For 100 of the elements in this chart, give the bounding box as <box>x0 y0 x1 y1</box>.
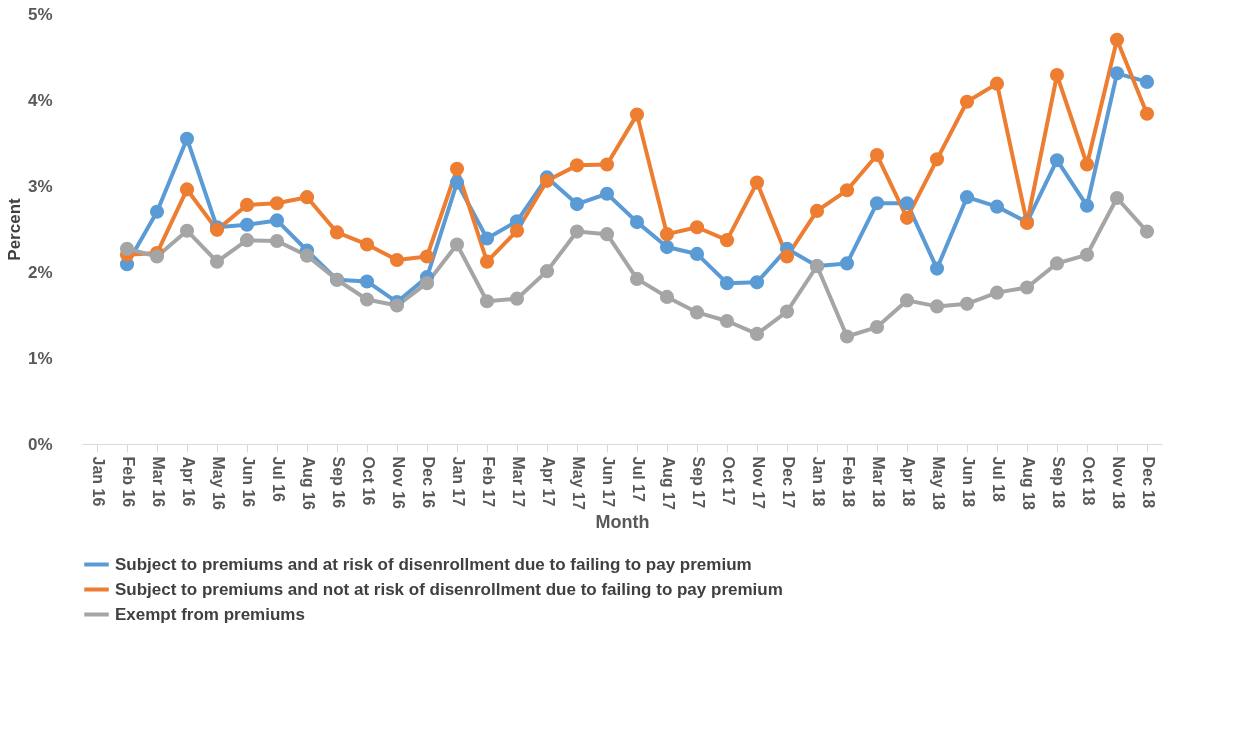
point <box>899 210 915 225</box>
point <box>239 217 255 232</box>
x-tick-label: Mar 17 <box>509 456 527 508</box>
x-tick-label: Dec 16 <box>419 456 437 509</box>
point <box>989 76 1005 91</box>
point <box>599 227 615 242</box>
point <box>839 183 855 198</box>
x-tick-label: Mar 16 <box>149 456 167 508</box>
point <box>1139 224 1155 239</box>
point <box>749 175 765 190</box>
x-tick-label: Aug 17 <box>659 456 677 510</box>
x-tick-label: Oct 18 <box>1079 456 1097 506</box>
point <box>1139 74 1155 89</box>
x-tick-label: May 17 <box>569 456 587 510</box>
point <box>689 246 705 261</box>
x-axis-title: Month <box>595 511 650 532</box>
x-tick-label: May 18 <box>929 456 947 510</box>
point <box>599 186 615 201</box>
point <box>479 294 495 309</box>
x-tick-label: Jul 16 <box>269 456 287 502</box>
y-tick-label: 1% <box>27 348 53 368</box>
point <box>239 233 255 248</box>
point <box>929 152 945 167</box>
point <box>359 292 375 307</box>
point <box>629 271 645 286</box>
point <box>1139 106 1155 121</box>
point <box>989 285 1005 300</box>
x-tick-label: Jan 18 <box>809 456 827 507</box>
point <box>809 203 825 218</box>
point <box>449 161 465 176</box>
point <box>659 240 675 255</box>
point <box>389 252 405 268</box>
point <box>629 107 645 122</box>
point <box>1049 68 1065 83</box>
x-tick-label: Sep 18 <box>1049 456 1067 509</box>
legend-label: Exempt from premiums <box>115 604 305 624</box>
y-tick-label: 0% <box>27 434 53 454</box>
point <box>1079 198 1095 213</box>
x-tick-label: Dec 17 <box>779 456 797 509</box>
y-tick-label: 2% <box>27 262 53 282</box>
point <box>749 275 765 290</box>
y-axis-title: Percent <box>4 197 24 261</box>
point <box>509 291 525 306</box>
point <box>1049 256 1065 271</box>
point <box>1019 280 1035 295</box>
x-tick-label: Jun 16 <box>239 456 257 508</box>
point <box>839 256 855 271</box>
point <box>359 274 375 289</box>
point <box>959 94 975 109</box>
x-tick-label: Jul 18 <box>989 456 1007 502</box>
x-tick-label: Oct 16 <box>359 456 377 506</box>
point <box>359 237 375 252</box>
point <box>869 196 885 211</box>
x-tick-label: Oct 17 <box>719 456 737 506</box>
x-tick-label: Aug 16 <box>299 456 317 510</box>
legend-label: Subject to premiums and at risk of disenrollment due to failing to pay premium <box>115 554 752 574</box>
point <box>899 196 915 211</box>
point <box>269 233 285 249</box>
point <box>149 204 165 219</box>
point <box>569 158 585 173</box>
legend-label: Subject to premiums and not at risk of disenrollment due to failing to pay premium <box>115 579 783 599</box>
x-tick-label: Feb 18 <box>839 456 857 508</box>
point <box>419 276 435 291</box>
point <box>689 220 705 235</box>
point <box>659 289 675 304</box>
point <box>119 241 135 256</box>
point <box>569 197 585 212</box>
point <box>419 249 435 264</box>
point <box>749 326 765 341</box>
x-tick-label: Apr 16 <box>179 456 197 507</box>
point <box>959 190 975 205</box>
x-tick-label: Feb 16 <box>119 456 137 508</box>
point <box>869 319 885 335</box>
point <box>209 254 225 269</box>
point <box>479 254 495 269</box>
point <box>869 147 885 163</box>
point <box>449 237 465 252</box>
point <box>509 223 525 238</box>
point <box>569 224 585 239</box>
x-tick-label: Apr 17 <box>539 456 557 507</box>
x-tick-label: Nov 17 <box>749 456 767 510</box>
point <box>959 296 975 311</box>
x-tick-label: Jan 16 <box>89 456 107 507</box>
point <box>179 131 195 146</box>
y-tick-label: 3% <box>27 176 53 196</box>
x-tick-label: Aug 18 <box>1019 456 1037 510</box>
point <box>239 197 255 212</box>
point <box>1049 153 1065 168</box>
point <box>1109 66 1125 81</box>
point <box>689 305 705 320</box>
point <box>539 264 555 279</box>
point <box>1109 32 1125 47</box>
x-tick-label: Apr 18 <box>899 456 917 507</box>
point <box>449 175 465 190</box>
point <box>479 231 495 246</box>
x-tick-label: May 16 <box>209 456 227 510</box>
point <box>1109 190 1125 206</box>
y-tick-label: 4% <box>27 90 53 110</box>
point <box>929 299 945 314</box>
point <box>1079 247 1095 262</box>
